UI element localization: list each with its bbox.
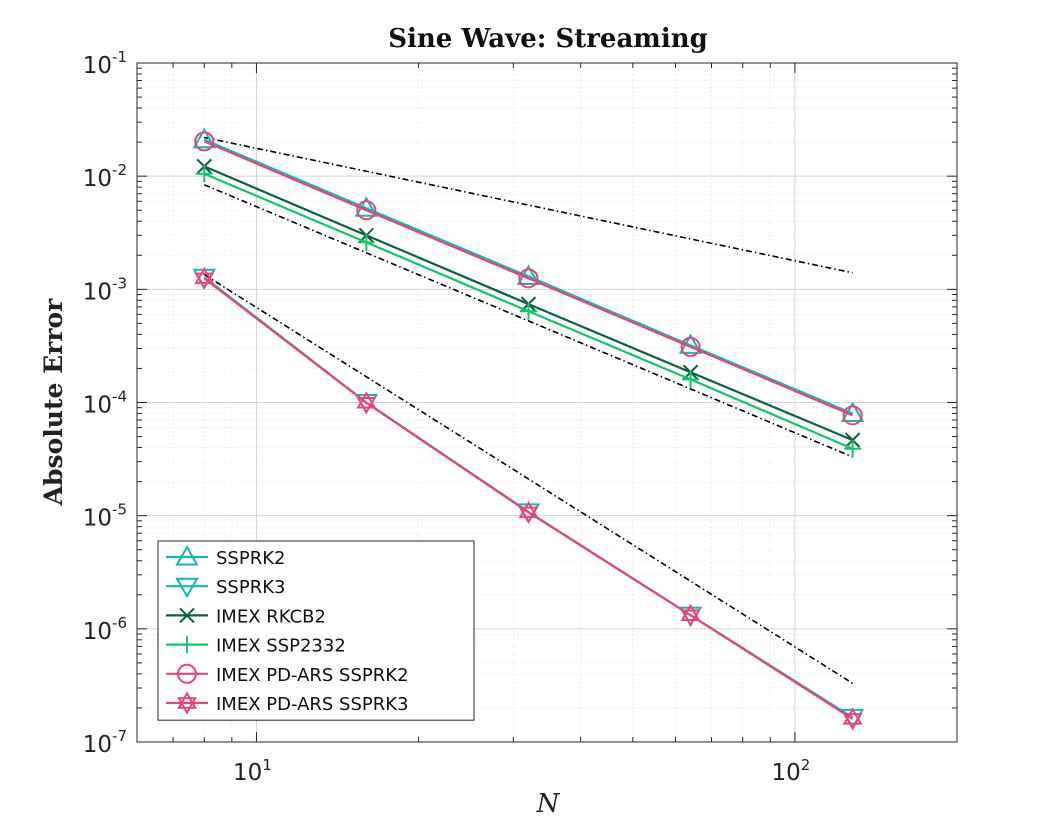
data-point [518, 268, 539, 289]
marker-hexagram-part [518, 506, 539, 524]
legend-label: IMEX PD-ARS SSPRK2 [216, 665, 409, 686]
marker-circle [177, 663, 197, 684]
series-line [203, 277, 854, 720]
y-tick-exponent: -6 [112, 614, 127, 632]
y-tick-base: 10 [83, 53, 112, 79]
series-line [203, 140, 854, 417]
y-tick-label: 10-6 [83, 614, 127, 645]
series-imex-pd-ars-ssprk3 [194, 266, 863, 731]
y-tick-base: 10 [83, 506, 112, 532]
data-point [680, 336, 701, 357]
y-tick-base: 10 [83, 619, 112, 645]
legend-entry: IMEX PD-ARS SSPRK2 [166, 663, 409, 686]
legend: SSPRK2 SSPRK3 IMEX RKCB2 IMEX SSP2332 IMEX P… [157, 540, 475, 721]
legend-entry: SSPRK2 [166, 544, 285, 569]
y-tick-exponent: -1 [112, 48, 127, 66]
data-point [357, 233, 375, 251]
data-point [682, 370, 700, 388]
y-tick-exponent: -4 [112, 388, 127, 406]
data-point [356, 391, 377, 415]
y-tick-label: 10-7 [83, 727, 127, 758]
marker-triangle-up [175, 544, 199, 566]
y-axis-label: Absolute Error [39, 298, 68, 507]
x-tick-base: 10 [233, 760, 262, 786]
x-tick-exponent: 2 [801, 756, 811, 774]
data-point [844, 440, 862, 458]
tick-marks [136, 62, 958, 743]
y-tick-label: 10-5 [83, 501, 127, 532]
marker-hexagram-part [356, 391, 377, 409]
marker-hexagram-part [680, 609, 701, 627]
legend-label: IMEX PD-ARS SSPRK3 [216, 694, 409, 715]
data-point [518, 500, 539, 524]
data-point [356, 200, 377, 221]
reference-slope-line [204, 136, 853, 274]
data-point [519, 302, 537, 320]
y-tick-exponent: -2 [112, 161, 127, 179]
data-point [844, 432, 861, 448]
x-tick-label: 102 [771, 756, 810, 786]
data-point [842, 707, 863, 731]
y-tick-base: 10 [83, 166, 112, 192]
y-tick-label: 10-4 [83, 388, 127, 419]
marker-hexagram-part [177, 691, 197, 709]
marker-hexagram-part [194, 272, 215, 290]
data-point [680, 603, 701, 627]
x-tick-base: 10 [771, 760, 800, 786]
marker-triangle-down [175, 577, 199, 599]
marker-x [179, 607, 195, 624]
y-tick-exponent: -7 [112, 727, 127, 745]
legend-label: IMEX SSP2332 [216, 636, 346, 657]
reference-slope-line [203, 273, 854, 684]
x-tick-labels: 101 102 [233, 756, 810, 786]
legend-entry: IMEX RKCB2 [166, 606, 326, 627]
data-point [192, 127, 216, 149]
series-layer [192, 127, 865, 731]
marker-hexagram-part [356, 397, 377, 415]
y-tick-label: 10-1 [83, 48, 127, 79]
data-point [195, 165, 213, 183]
marker-hexagram-part [842, 713, 863, 731]
marker-hexagram [177, 691, 197, 715]
marker-plus [178, 636, 196, 654]
series-imex-pd-ars-ssprk2 [194, 131, 863, 426]
legend-entry: IMEX SSP2332 [166, 636, 346, 657]
reference-lines [203, 136, 854, 684]
y-tick-label: 10-3 [83, 274, 127, 305]
y-tick-labels: 10-110-210-310-410-510-610-7 [83, 48, 127, 758]
y-tick-exponent: -3 [112, 274, 127, 292]
data-point [194, 131, 215, 152]
legend-label: IMEX RKCB2 [216, 606, 326, 627]
marker-hexagram-part [842, 707, 863, 725]
data-point [842, 405, 863, 426]
x-axis-label: N [536, 789, 561, 819]
y-tick-base: 10 [83, 732, 112, 758]
reference-slope-line [203, 183, 853, 458]
legend-entry: SSPRK3 [166, 577, 285, 599]
series-imex-ssp2332 [195, 165, 862, 458]
legend-entry: IMEX PD-ARS SSPRK3 [166, 691, 409, 715]
data-point [194, 266, 215, 290]
marker-hexagram-part [518, 500, 539, 519]
legend-box [157, 540, 475, 721]
series-line [203, 138, 854, 415]
marker-hexagram-part [680, 603, 701, 621]
legend-label: SSPRK3 [216, 577, 285, 598]
x-tick-label: 101 [233, 756, 272, 786]
y-tick-base: 10 [83, 393, 112, 419]
marker-hexagram-part [177, 697, 197, 715]
x-tick-exponent: 1 [262, 756, 272, 774]
y-tick-base: 10 [83, 279, 112, 305]
y-tick-label: 10-2 [83, 161, 127, 192]
marker-hexagram-part [194, 266, 215, 285]
y-tick-exponent: -5 [112, 501, 127, 519]
chart-title: Sine Wave: Streaming [388, 24, 708, 54]
legend-label: SSPRK2 [216, 548, 285, 569]
